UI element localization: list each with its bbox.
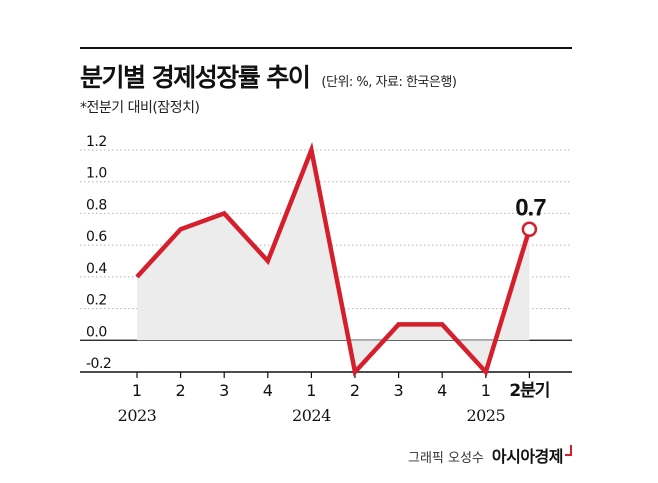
y-tick-label: 0.0 [86, 324, 107, 340]
x-tick-label: 4 [263, 381, 273, 400]
line-layer [135, 142, 538, 377]
highlight-value-label: 0.7 [515, 194, 546, 221]
x-tick-label: 2 [350, 381, 360, 400]
label-layer: 0.7 [515, 194, 547, 221]
logo-mark-icon [565, 445, 572, 456]
y-tick-label: 0.4 [86, 261, 107, 277]
y-tick-label: 1.0 [86, 166, 107, 182]
chart-title: 분기별 경제성장률 추이 [80, 63, 311, 92]
x-tick-label: 4 [437, 381, 447, 400]
x-tick-label: 1 [481, 381, 491, 400]
basis-note: *전분기 대비(잠정치) [80, 100, 200, 116]
graphic-credit: 그래픽 오성수 [407, 451, 484, 466]
area-fill [137, 150, 530, 372]
top-rule [80, 47, 572, 49]
year-label: 2024 [292, 406, 331, 425]
x-tick-label: 3 [394, 381, 404, 400]
x-tick-label: 1 [306, 381, 316, 400]
publisher-logo: 아시아경제 [491, 447, 564, 466]
y-tick-label: 0.6 [86, 229, 107, 245]
y-tick-label: 0.8 [86, 197, 107, 213]
axis-layer: 1.21.00.80.60.40.20.0-0.21 2 3 4 1 2 3 4 1 2분기202… [80, 134, 572, 425]
x-tick-label: 3 [219, 381, 229, 400]
y-tick-label: -0.2 [86, 356, 111, 372]
area-layer [137, 150, 530, 372]
highlight-point [521, 221, 538, 238]
x-tick-label: 2분기 [509, 381, 549, 401]
y-tick-label: 0.2 [86, 293, 107, 309]
year-label: 2025 [466, 406, 505, 425]
header: 분기별 경제성장률 추이 (단위: %, 자료: 한국은행) [80, 58, 457, 94]
x-tick-label: 2 [176, 381, 186, 400]
unit-source-note: (단위: %, 자료: 한국은행) [321, 75, 457, 90]
x-tick-label: 1 [132, 381, 142, 400]
footer-credit: 그래픽 오성수 아시아경제 [408, 443, 572, 467]
series-line [135, 142, 532, 377]
y-tick-label: 1.2 [86, 134, 107, 150]
year-label: 2023 [118, 406, 157, 425]
